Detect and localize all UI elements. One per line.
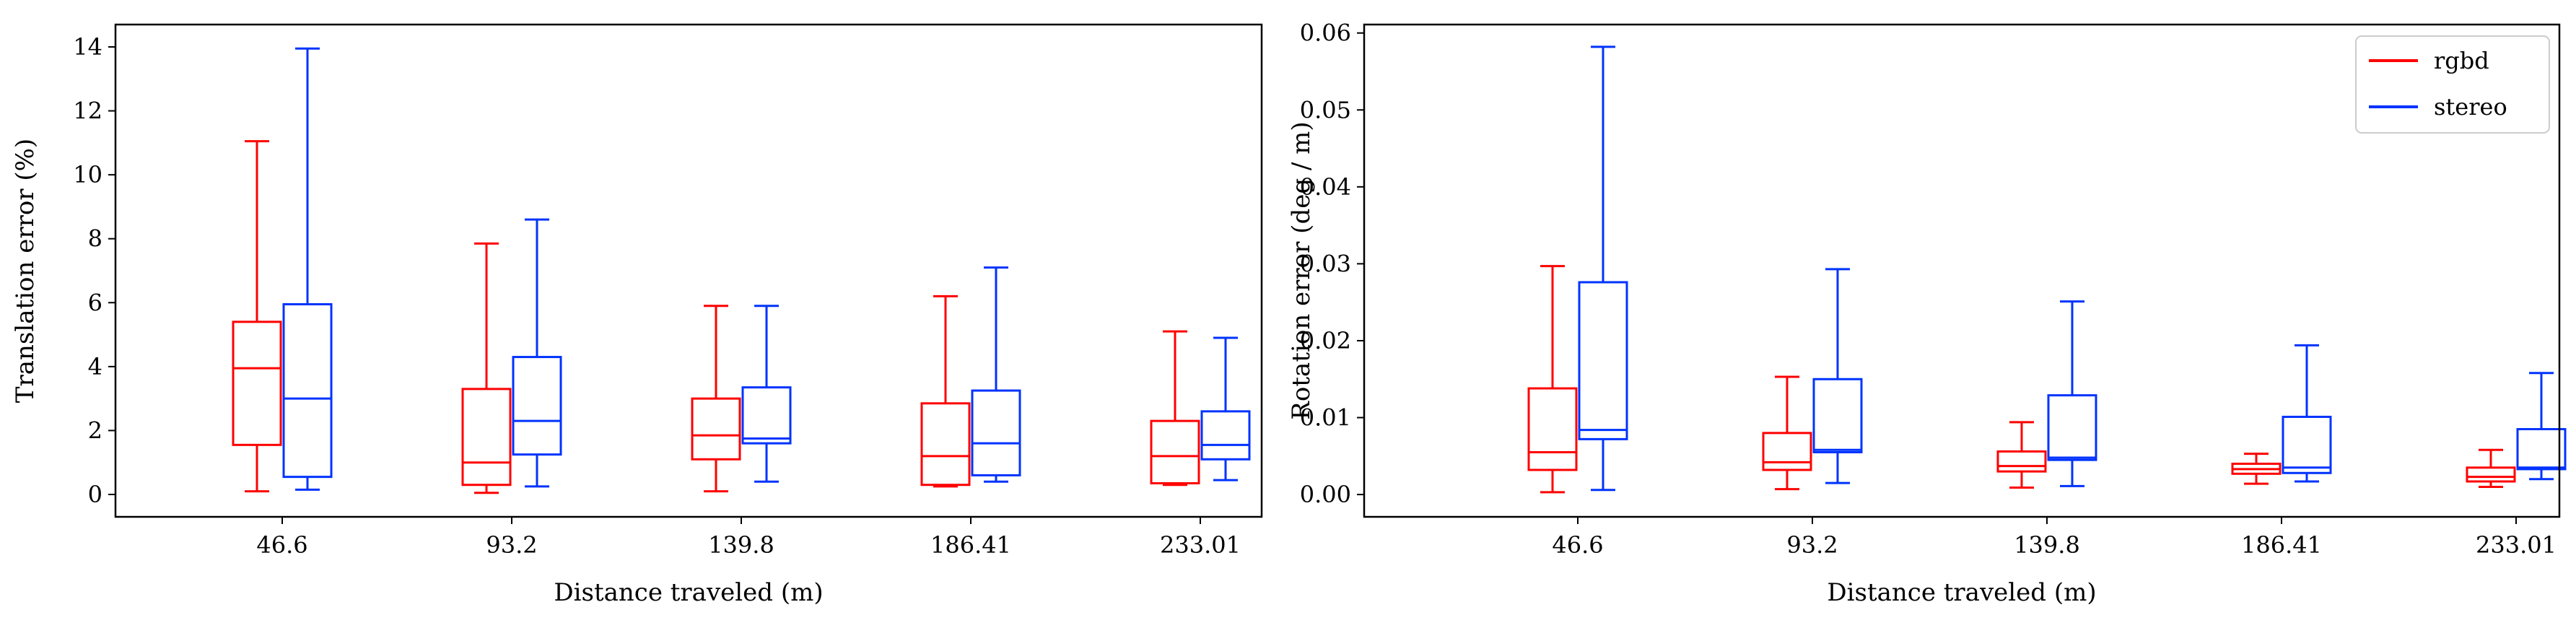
x-tick-label: 139.8 bbox=[2014, 531, 2080, 559]
iqr-box bbox=[1996, 450, 2047, 473]
box-stereo bbox=[1812, 268, 1863, 484]
legend: rgbd stereo bbox=[2355, 35, 2550, 134]
legend-label-rgbd: rgbd bbox=[2434, 47, 2489, 74]
y-tick-label: 0 bbox=[88, 481, 102, 508]
x-tick-label: 233.01 bbox=[1160, 531, 1241, 559]
rotation-error-chart: 0.00 0.01 0.02 0.03 0.04 0.05 0.06 46.6 93.2 139… bbox=[1287, 19, 2567, 607]
rotation-error-x-axis-title: Distance traveled (m) bbox=[1827, 578, 2096, 607]
translation-error-chart: 0 2 4 6 8 10 12 14 46.6 93.2 139.8 186.41 233.01 Di… bbox=[11, 23, 1263, 607]
iqr-box bbox=[461, 388, 512, 487]
y-tick-label: 0.04 bbox=[1300, 173, 1351, 201]
iqr-box bbox=[282, 303, 333, 479]
box-rgbd bbox=[1996, 421, 2047, 489]
translation-error-y-ticks: 0 2 4 6 8 10 12 14 bbox=[73, 33, 115, 508]
iqr-box bbox=[1527, 387, 1578, 471]
box-stereo bbox=[282, 47, 333, 491]
iqr-box bbox=[1762, 432, 1812, 471]
box-rgbd bbox=[461, 242, 512, 494]
iqr-box bbox=[1812, 378, 1863, 453]
translation-error-x-axis-title: Distance traveled (m) bbox=[554, 578, 823, 607]
x-tick-label: 186.41 bbox=[2241, 531, 2322, 559]
y-tick-label: 0.01 bbox=[1300, 404, 1351, 432]
box-stereo bbox=[2282, 344, 2332, 483]
y-tick-label: 10 bbox=[73, 161, 102, 188]
x-tick-label: 93.2 bbox=[1786, 531, 1838, 559]
legend-label-stereo: stereo bbox=[2434, 93, 2507, 121]
box-rgbd bbox=[2231, 453, 2282, 485]
box-rgbd bbox=[1762, 375, 1812, 491]
box-rgbd bbox=[2466, 448, 2516, 488]
x-tick-label: 93.2 bbox=[486, 531, 537, 559]
translation-error-plot-frame bbox=[114, 23, 1263, 518]
iqr-box bbox=[1150, 419, 1200, 485]
iqr-box bbox=[2516, 428, 2567, 471]
y-tick-label: 14 bbox=[73, 33, 102, 61]
box-rgbd bbox=[1527, 265, 1578, 494]
box-stereo bbox=[741, 305, 792, 483]
iqr-box bbox=[971, 389, 1021, 476]
y-tick-label: 0.05 bbox=[1300, 96, 1351, 123]
x-tick-label: 233.01 bbox=[2476, 531, 2557, 559]
x-tick-label: 46.6 bbox=[1552, 531, 1603, 559]
y-tick-label: 0.00 bbox=[1300, 481, 1351, 508]
translation-error-x-ticks: 46.6 93.2 139.8 186.41 233.01 bbox=[256, 517, 1241, 559]
iqr-box bbox=[232, 320, 282, 446]
iqr-box bbox=[1200, 410, 1251, 461]
box-rgbd bbox=[920, 295, 971, 488]
y-tick-label: 4 bbox=[88, 353, 102, 380]
translation-error-y-axis-title: Translation error (%) bbox=[11, 139, 40, 403]
box-rgbd bbox=[232, 140, 282, 493]
iqr-box bbox=[691, 397, 741, 461]
iqr-box bbox=[2047, 394, 2097, 461]
iqr-box bbox=[512, 356, 562, 456]
y-tick-label: 12 bbox=[73, 97, 102, 125]
iqr-box bbox=[2282, 415, 2332, 474]
x-tick-label: 139.8 bbox=[708, 531, 774, 559]
iqr-box bbox=[741, 386, 792, 445]
x-tick-label: 186.41 bbox=[930, 531, 1011, 559]
y-tick-label: 0.02 bbox=[1300, 327, 1351, 354]
box-stereo bbox=[2047, 300, 2097, 487]
box-stereo bbox=[1200, 336, 1251, 481]
box-rgbd bbox=[691, 305, 741, 493]
box-rgbd bbox=[1150, 330, 1200, 487]
iqr-box bbox=[2466, 466, 2516, 483]
rotation-error-boxplots bbox=[1527, 45, 2567, 494]
box-stereo bbox=[512, 218, 562, 488]
rotation-error-plot-frame bbox=[1363, 23, 2561, 518]
box-stereo bbox=[1578, 45, 1628, 492]
rotation-error-y-ticks: 0.00 0.01 0.02 0.03 0.04 0.05 0.06 bbox=[1300, 19, 1364, 508]
rotation-error-x-ticks: 46.6 93.2 139.8 186.41 233.01 bbox=[1552, 517, 2557, 559]
box-stereo bbox=[971, 266, 1021, 483]
y-tick-label: 0.06 bbox=[1300, 19, 1351, 47]
y-tick-label: 8 bbox=[88, 225, 102, 253]
translation-error-boxplots bbox=[232, 47, 1251, 494]
y-tick-label: 2 bbox=[88, 417, 102, 444]
x-tick-label: 46.6 bbox=[256, 531, 307, 559]
iqr-box bbox=[1578, 281, 1628, 440]
box-stereo bbox=[2516, 372, 2567, 481]
iqr-box bbox=[920, 402, 971, 487]
y-tick-label: 0.03 bbox=[1300, 250, 1351, 277]
rotation-error-y-axis-title: Rotation error (deg / m) bbox=[1287, 121, 1316, 419]
y-tick-label: 6 bbox=[88, 289, 102, 316]
